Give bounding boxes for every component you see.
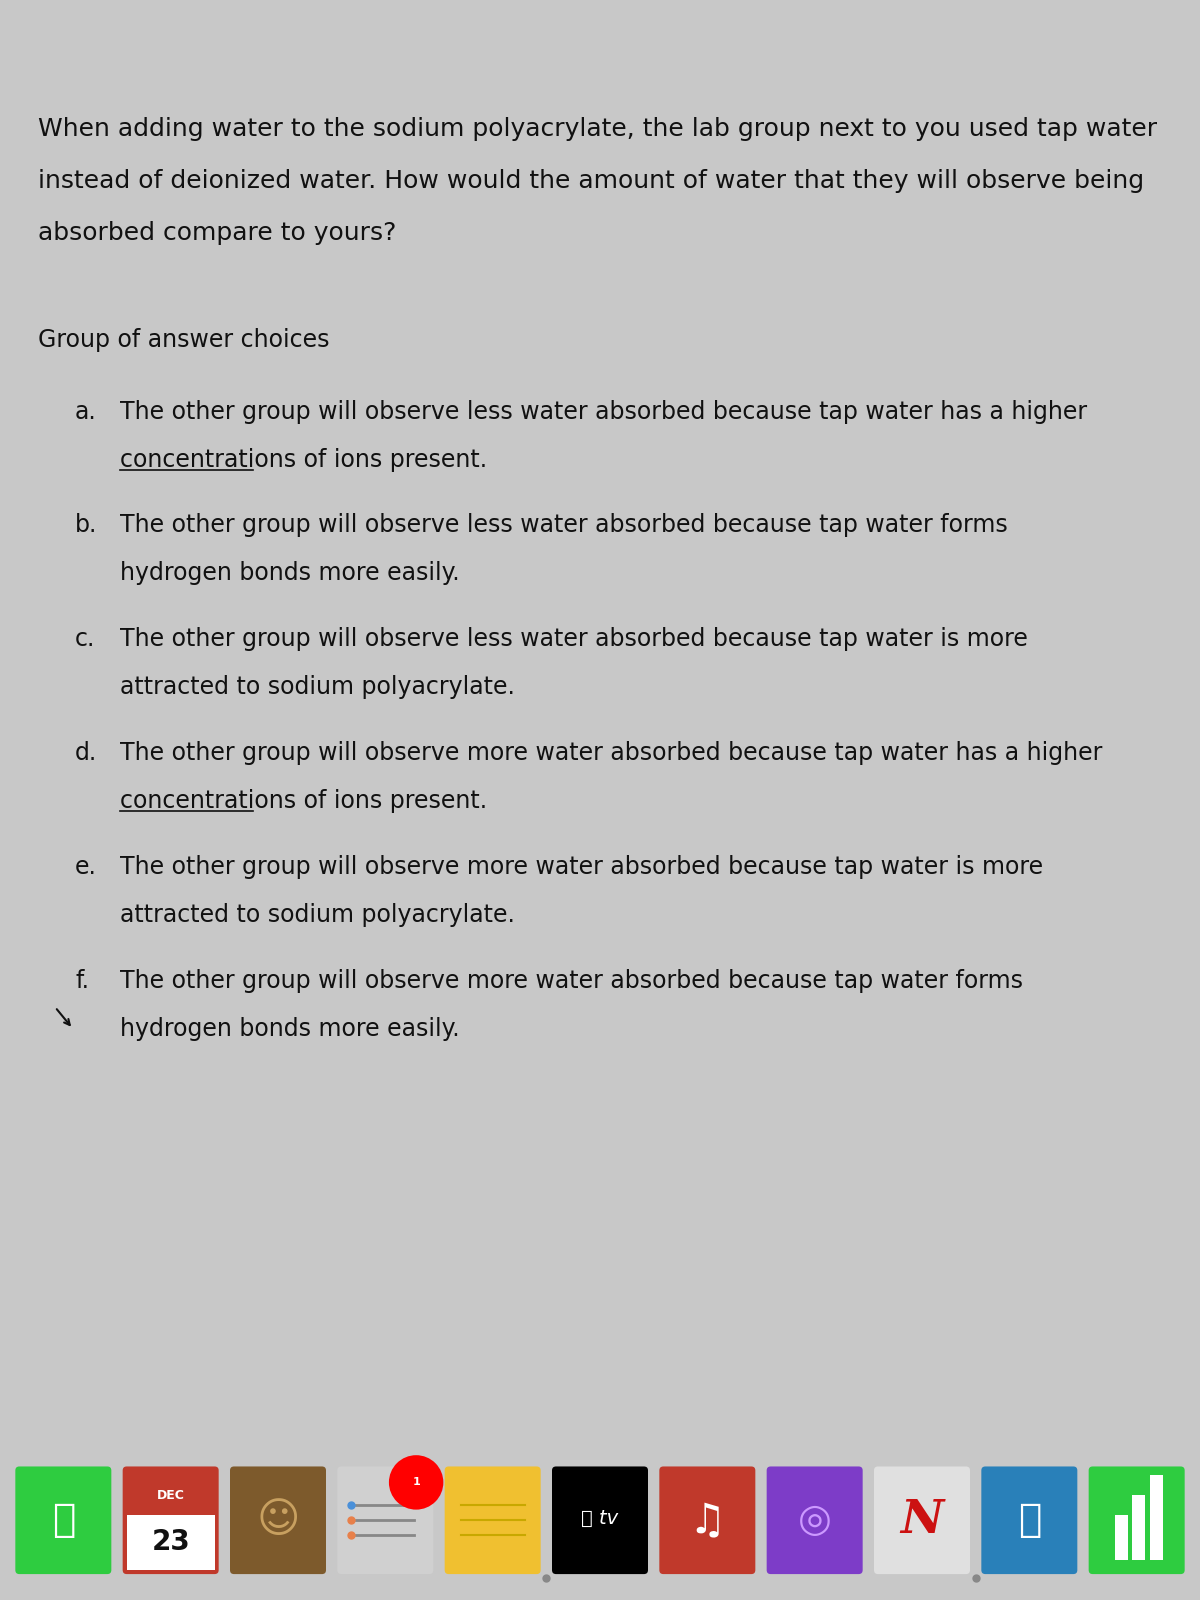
FancyBboxPatch shape [659, 1467, 755, 1574]
Text: ⍐: ⍐ [1018, 1501, 1042, 1539]
Text: N: N [900, 1498, 943, 1544]
Text: The other group will observe more water absorbed because tap water forms: The other group will observe more water … [120, 970, 1022, 994]
Text: attracted to sodium polyacrylate.: attracted to sodium polyacrylate. [120, 902, 515, 926]
FancyBboxPatch shape [230, 1467, 326, 1574]
Text: 23: 23 [151, 1528, 190, 1557]
Bar [1115, 1515, 1128, 1560]
FancyBboxPatch shape [982, 1467, 1078, 1574]
Text: f.: f. [74, 970, 89, 994]
FancyBboxPatch shape [767, 1467, 863, 1574]
Bar [1133, 1496, 1146, 1560]
Text: The other group will observe less water absorbed because tap water has a higher: The other group will observe less water … [120, 400, 1087, 424]
FancyBboxPatch shape [337, 1467, 433, 1574]
Text: The other group will observe less water absorbed because tap water forms: The other group will observe less water … [120, 514, 1008, 538]
FancyBboxPatch shape [874, 1467, 970, 1574]
Text: d.: d. [74, 741, 97, 765]
Text: The other group will observe more water absorbed because tap water has a higher: The other group will observe more water … [120, 741, 1103, 765]
Text: c.: c. [74, 627, 95, 651]
FancyBboxPatch shape [16, 1467, 112, 1574]
Text: Group of answer choices: Group of answer choices [38, 328, 330, 352]
FancyBboxPatch shape [124, 1467, 217, 1522]
Text: ♫: ♫ [689, 1499, 726, 1541]
FancyBboxPatch shape [445, 1467, 541, 1574]
Text: instead of deionized water. How would the amount of water that they will observe: instead of deionized water. How would th… [38, 170, 1144, 194]
Text: The other group will observe more water absorbed because tap water is more: The other group will observe more water … [120, 854, 1043, 878]
Text: concentrations of ions present.: concentrations of ions present. [120, 448, 487, 472]
Text: attracted to sodium polyacrylate.: attracted to sodium polyacrylate. [120, 675, 515, 699]
FancyBboxPatch shape [122, 1467, 218, 1574]
Text: b.: b. [74, 514, 97, 538]
Text: DEC: DEC [157, 1490, 185, 1502]
FancyBboxPatch shape [127, 1515, 215, 1570]
Bar [1150, 1475, 1163, 1560]
Text: ☺: ☺ [257, 1499, 300, 1541]
Text: hydrogen bonds more easily.: hydrogen bonds more easily. [120, 562, 460, 586]
Text: The other group will observe less water absorbed because tap water is more: The other group will observe less water … [120, 627, 1028, 651]
Text:  tv:  tv [582, 1509, 618, 1528]
Text: e.: e. [74, 854, 97, 878]
Text: concentrations of ions present.: concentrations of ions present. [120, 789, 487, 813]
Text: absorbed compare to yours?: absorbed compare to yours? [38, 221, 396, 245]
Text: When adding water to the sodium polyacrylate, the lab group next to you used tap: When adding water to the sodium polyacry… [38, 117, 1157, 141]
Text: ⎙: ⎙ [52, 1501, 76, 1539]
Text: hydrogen bonds more easily.: hydrogen bonds more easily. [120, 1018, 460, 1042]
FancyBboxPatch shape [1088, 1467, 1184, 1574]
FancyBboxPatch shape [552, 1467, 648, 1574]
Text: a.: a. [74, 400, 97, 424]
Text: 1: 1 [413, 1477, 420, 1488]
Text: ◎: ◎ [798, 1501, 832, 1539]
